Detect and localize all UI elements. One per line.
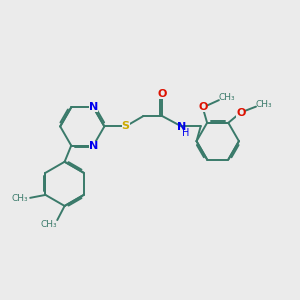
Text: H: H: [182, 128, 189, 138]
Text: N: N: [178, 122, 187, 132]
Text: S: S: [122, 122, 130, 131]
Text: N: N: [89, 102, 98, 112]
Text: O: O: [158, 89, 167, 99]
Text: CH₃: CH₃: [12, 194, 28, 203]
Text: N: N: [89, 141, 98, 151]
Text: O: O: [198, 103, 207, 112]
Text: O: O: [236, 107, 245, 118]
Text: CH₃: CH₃: [256, 100, 273, 109]
Text: CH₃: CH₃: [219, 93, 236, 102]
Text: CH₃: CH₃: [41, 220, 57, 229]
